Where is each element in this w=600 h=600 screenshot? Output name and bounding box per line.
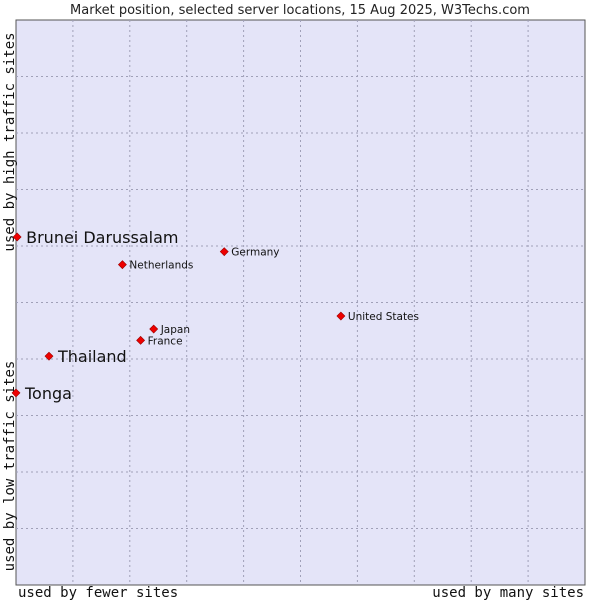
point-label-united-states: United States <box>348 311 419 323</box>
x-axis-label-high: used by many sites <box>432 585 584 600</box>
y-axis-label-low: used by low traffic sites <box>2 361 18 572</box>
chart-title: Market position, selected server locatio… <box>70 3 530 18</box>
point-label-netherlands: Netherlands <box>129 260 193 272</box>
point-label-brunei-darussalam: Brunei Darussalam <box>26 228 178 247</box>
x-axis-label-low: used by fewer sites <box>18 585 178 600</box>
grid-lines <box>16 20 585 585</box>
point-label-germany: Germany <box>231 247 279 259</box>
point-marker-netherlands <box>117 260 127 270</box>
point-marker-germany <box>219 247 229 257</box>
point-marker-united-states <box>336 311 346 321</box>
point-marker-thailand <box>44 351 54 361</box>
point-marker-france <box>136 335 146 345</box>
point-marker-japan <box>149 324 159 334</box>
point-marker-tonga <box>11 388 21 398</box>
point-label-japan: Japan <box>160 324 190 336</box>
point-label-france: France <box>148 335 183 347</box>
point-label-tonga: Tonga <box>24 384 72 403</box>
data-points: Brunei Darussalam Thailand Tonga Germany Net… <box>11 228 419 403</box>
y-axis-label-high: used by high traffic sites <box>2 32 18 251</box>
point-marker-brunei-darussalam <box>12 232 22 242</box>
point-label-thailand: Thailand <box>57 347 127 366</box>
